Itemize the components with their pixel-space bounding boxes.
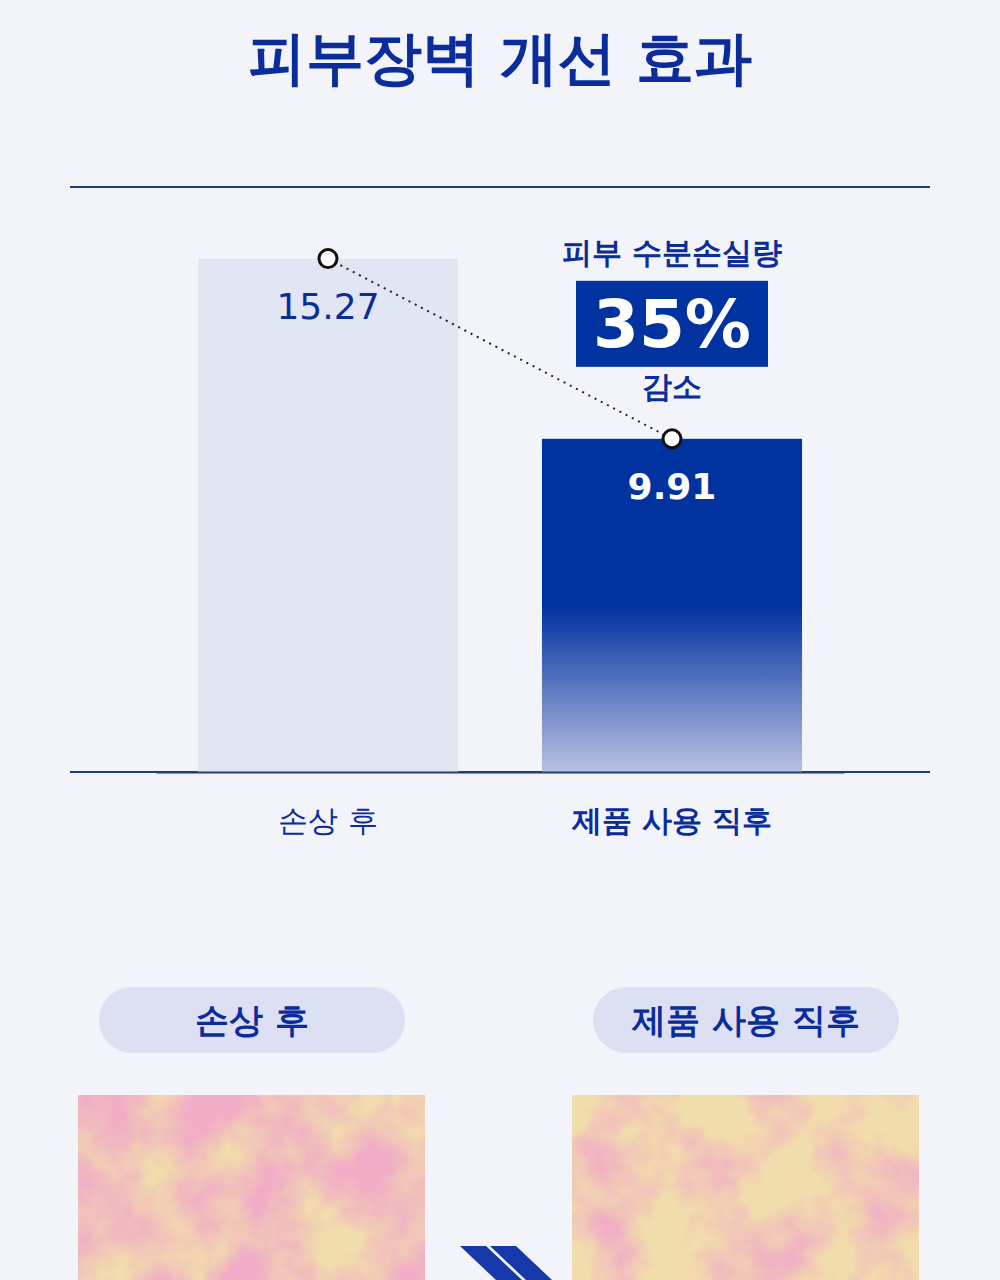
value-dot xyxy=(663,430,681,448)
comparison-label: 손상 후 xyxy=(195,1000,309,1040)
bar xyxy=(198,259,458,772)
background xyxy=(0,0,1000,1280)
comparison-pill xyxy=(99,987,405,1053)
annotation-label: 피부 수분손실량 xyxy=(562,235,782,270)
skin-photo-texture xyxy=(572,1095,919,1280)
skin-photo-base xyxy=(78,1095,425,1280)
skin-photo xyxy=(572,1095,919,1280)
comparison-pill xyxy=(593,987,899,1053)
value-dot xyxy=(319,250,337,268)
x-tick: 제품 사용 직후 xyxy=(571,772,773,838)
x-axis-line xyxy=(157,772,845,774)
skin-photo-base xyxy=(572,1095,919,1280)
x-tick-label: 손상 후 xyxy=(278,803,378,838)
data-label: 15.27 xyxy=(276,286,379,327)
x-tick-label: 제품 사용 직후 xyxy=(571,803,773,838)
annotation: 피부 수분손실량 35% 감소 xyxy=(562,235,782,404)
chart-title: 피부장벽 개선 효과 xyxy=(248,24,752,92)
skin-photo-texture xyxy=(78,1095,425,1280)
annotation-value: 35% xyxy=(593,286,751,363)
x-axis: 손상 후 제품 사용 직후 xyxy=(157,772,845,838)
data-label: 9.91 xyxy=(628,466,717,507)
chart-svg: 피부장벽 개선 효과15.279.91손상 후제품 사용 직후피부 수분손실량3… xyxy=(0,0,1000,1280)
skin-photo xyxy=(78,1095,425,1280)
plot-marks xyxy=(198,250,802,772)
range-top-line xyxy=(70,186,930,188)
chevron-1 xyxy=(490,1246,552,1280)
annotation-text: 감소 xyxy=(642,369,702,404)
x-tick: 손상 후 xyxy=(278,772,378,838)
bar xyxy=(542,439,802,772)
annotation-box xyxy=(576,281,768,367)
comparison-label: 제품 사용 직후 xyxy=(631,1000,860,1040)
chart-container: 피부장벽 개선 효과15.279.91손상 후제품 사용 직후피부 수분손실량3… xyxy=(0,0,1000,1280)
